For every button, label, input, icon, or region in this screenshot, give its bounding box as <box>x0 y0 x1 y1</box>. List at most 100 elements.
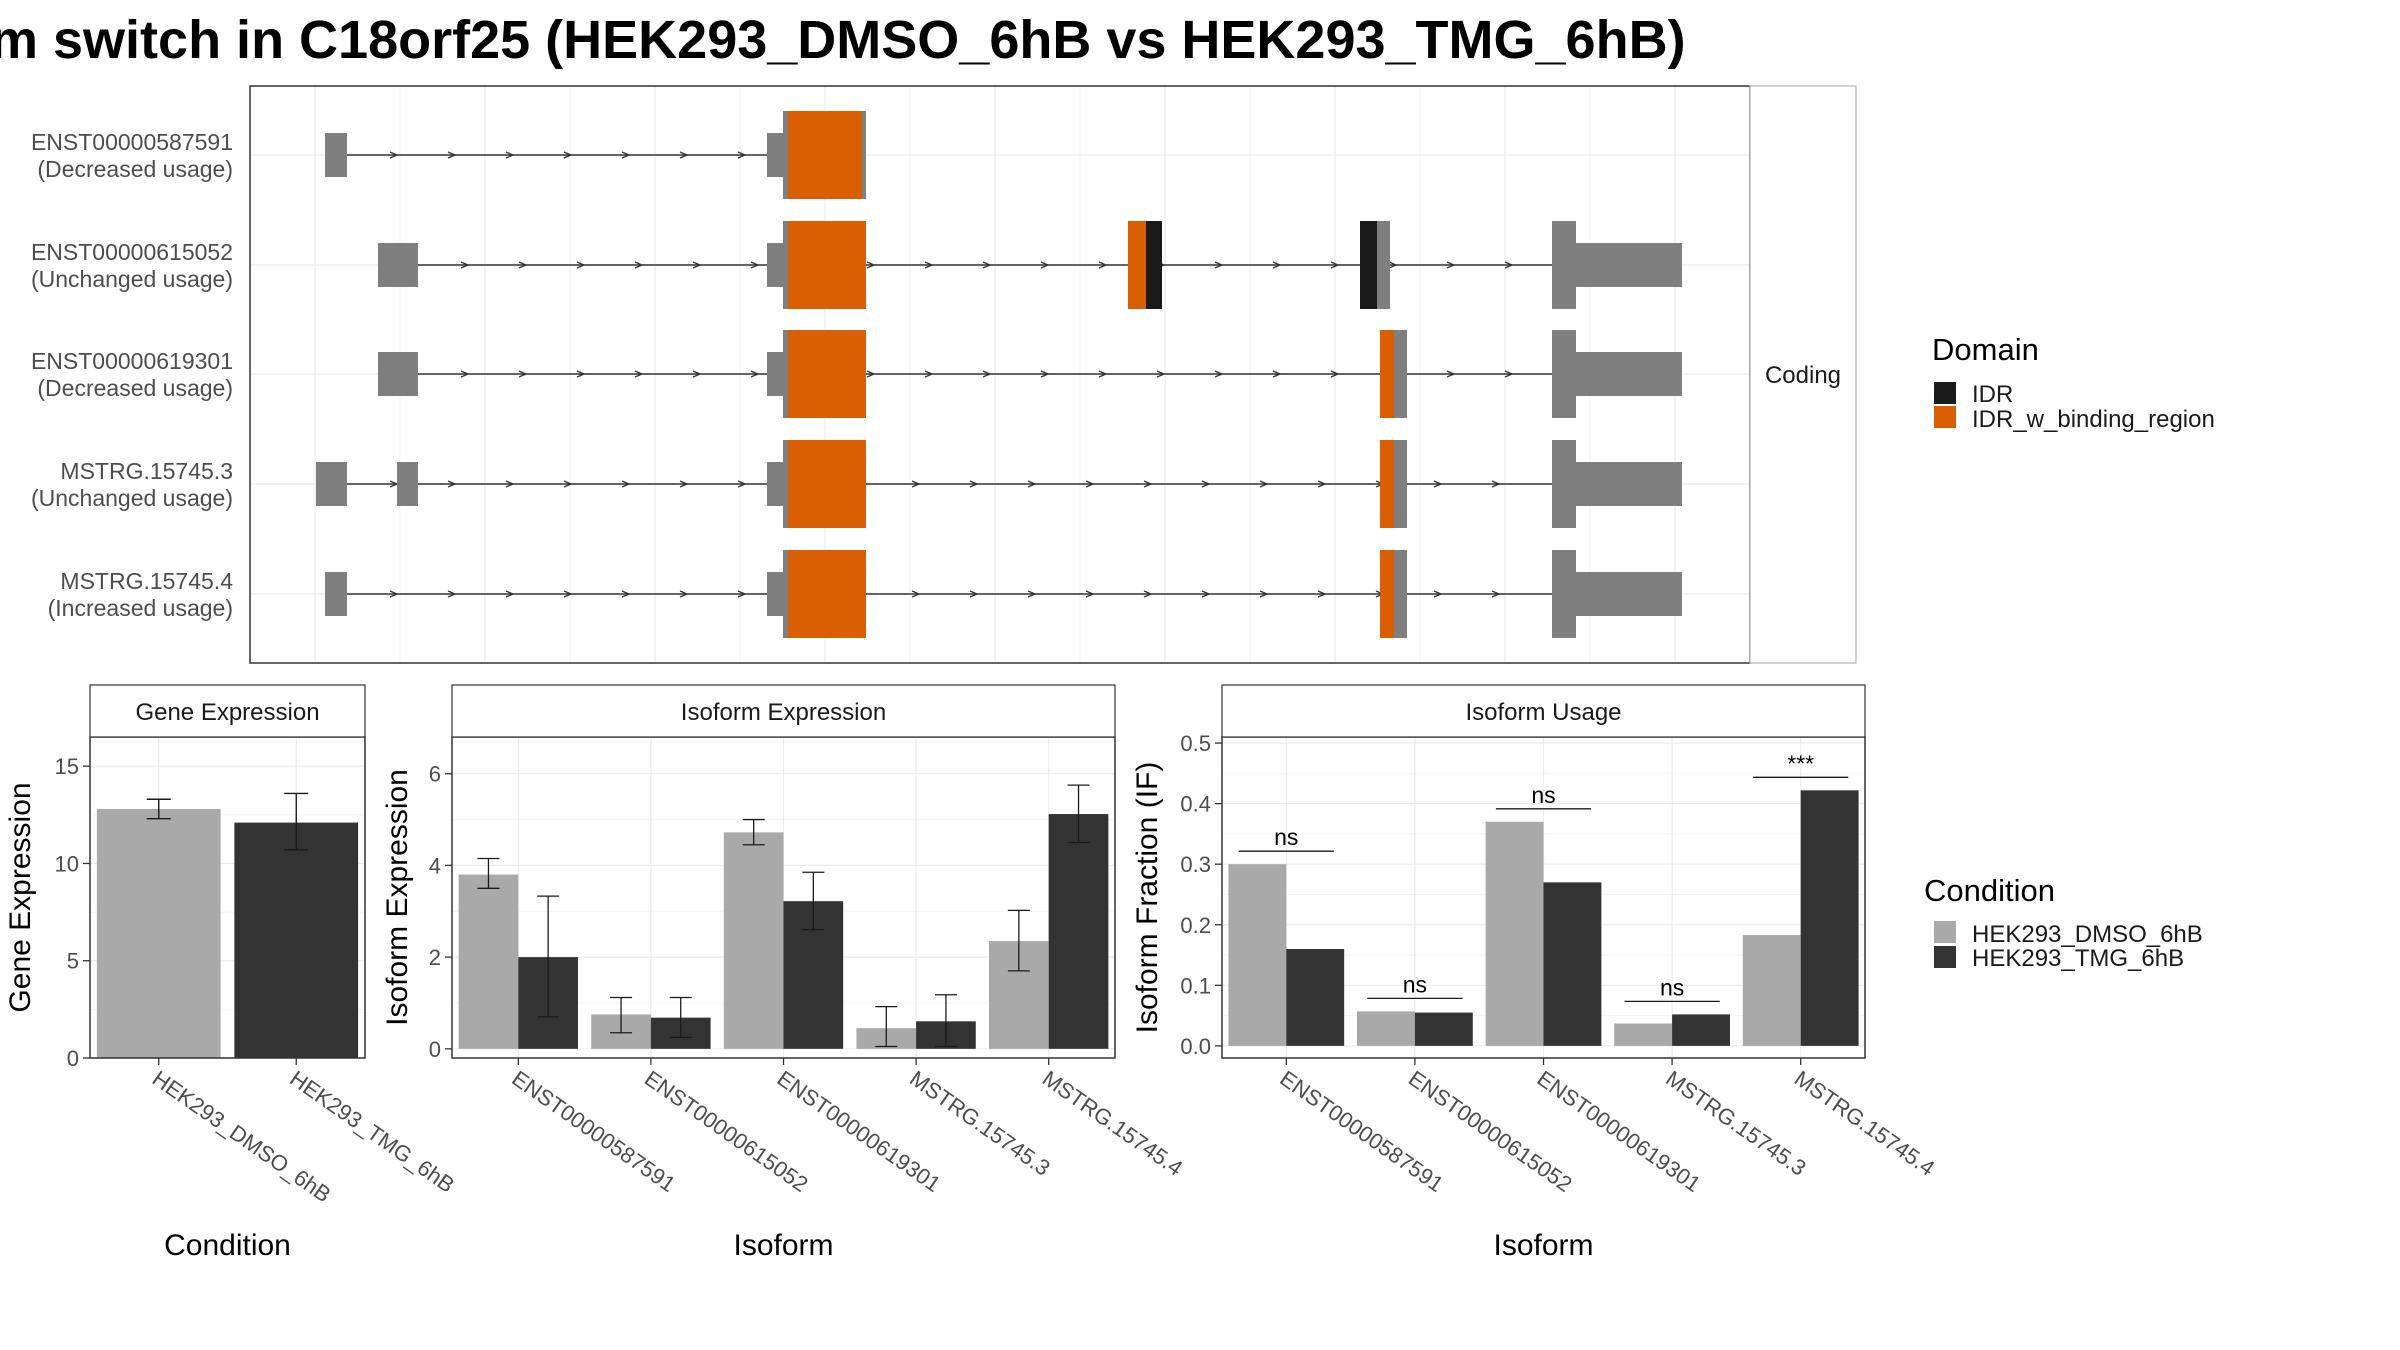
domain-idr-w-binding-region <box>788 330 866 418</box>
intron-direction-arrow <box>505 590 515 598</box>
coding-strip <box>1749 85 1857 664</box>
domain-idr-w-binding-region <box>1380 330 1394 418</box>
bar-enst00000619301-hek293-tmg-6hb <box>1543 882 1602 1046</box>
domain-idr-w-binding-region <box>1380 440 1394 528</box>
domain-legend-title: Domain <box>1932 332 2039 367</box>
intron-direction-arrow <box>1098 370 1108 378</box>
intron-direction-arrow <box>505 151 515 159</box>
legend-label-dmso: HEK293_DMSO_6hB <box>1972 921 2203 948</box>
intron-direction-arrow <box>982 370 992 378</box>
bar-enst00000587591-hek293-dmso-6hb <box>1228 864 1287 1046</box>
intron-direction-arrow <box>1446 370 1456 378</box>
intron-direction-arrow <box>692 261 702 269</box>
intron-direction-arrow <box>1027 590 1037 598</box>
y-axis-title: Isoform Fraction (IF) <box>1131 762 1164 1034</box>
transcript-track-enst00000615052 <box>378 221 1682 309</box>
y-tick-label: 2 <box>429 945 441 970</box>
condition-legend: Condition HEK293_DMSO_6hB HEK293_TMG_6hB <box>1924 873 2203 972</box>
intron-direction-arrow <box>1098 261 1108 269</box>
domain-idr-w-binding-region <box>1128 221 1146 309</box>
exon-block <box>1552 550 1576 638</box>
intron-direction-arrow <box>460 261 470 269</box>
intron-direction-arrow <box>576 261 586 269</box>
intron-direction-arrow <box>1143 480 1153 488</box>
exon-block <box>378 352 418 396</box>
intron-direction-arrow <box>866 370 876 378</box>
significance-label: ns <box>1403 971 1427 997</box>
bar-enst00000615052-hek293-tmg-6hb <box>1414 1012 1473 1046</box>
y-tick-label: 15 <box>55 754 79 779</box>
exon-block <box>767 133 783 177</box>
intron-direction-arrow <box>1433 590 1443 598</box>
bar-mstrg-15745-3-hek293-tmg-6hb <box>1672 1014 1730 1046</box>
isoform-label-enst00000619301: ENST00000619301 <box>31 348 233 374</box>
y-tick-label: 10 <box>55 851 79 876</box>
exon-block <box>767 572 783 616</box>
transcript-structure-panel: Coding ENST00000587591(Decreased usage)E… <box>31 85 1857 664</box>
intron-direction-arrow <box>1040 261 1050 269</box>
exon-block <box>325 133 347 177</box>
exon-block <box>1552 221 1576 309</box>
domain-idr <box>1360 221 1377 309</box>
intron-direction-arrow <box>518 261 528 269</box>
intron-direction-arrow <box>576 370 586 378</box>
intron-direction-arrow <box>1491 590 1501 598</box>
significance-label: ns <box>1274 824 1298 850</box>
intron-direction-arrow <box>1156 370 1166 378</box>
x-axis-title: Isoform <box>1493 1229 1593 1262</box>
bar-hek293-tmg-6hb <box>234 822 359 1058</box>
y-axis-title: Isoform Expression <box>381 769 414 1026</box>
x-tick-label-mstrg-15745-4: MSTRG.15745.4 <box>1038 1066 1188 1181</box>
domain-idr <box>1146 221 1162 309</box>
exon-block <box>783 550 788 638</box>
legend-key-tmg <box>1934 946 1956 968</box>
exon-block <box>862 111 866 199</box>
panel-strip <box>1221 684 1866 738</box>
exon-block <box>1394 440 1407 528</box>
intron-direction-arrow <box>911 480 921 488</box>
intron-direction-arrow <box>1433 480 1443 488</box>
isoform-label-enst00000587591: ENST00000587591 <box>31 129 233 155</box>
intron-direction-arrow <box>679 480 689 488</box>
intron-direction-arrow <box>1388 261 1398 269</box>
exon-block <box>1576 572 1682 616</box>
exon-block <box>1377 221 1390 309</box>
legend-label-idr-w-binding-region: IDR_w_binding_region <box>1972 406 2215 433</box>
y-tick-label: 5 <box>67 949 79 974</box>
intron-direction-arrow <box>1214 261 1224 269</box>
intron-direction-arrow <box>1330 370 1340 378</box>
intron-direction-arrow <box>969 590 979 598</box>
intron-direction-arrow <box>1143 590 1153 598</box>
bar-hek293-dmso-6hb <box>96 808 221 1058</box>
panel-strip-label: Gene Expression <box>135 699 319 726</box>
intron-direction-arrow <box>563 151 573 159</box>
y-tick-label: 0.2 <box>1180 913 1211 938</box>
x-axis-title: Isoform <box>733 1229 833 1262</box>
panel-strip <box>89 684 366 738</box>
intron-direction-arrow <box>982 261 992 269</box>
domain-idr-w-binding-region <box>788 111 862 199</box>
isoform-label-mstrg-15745-3: MSTRG.15745.3 <box>60 458 233 484</box>
bar-mstrg-15745-4-hek293-tmg-6hb <box>1800 790 1859 1046</box>
transcript-track-enst00000619301 <box>378 330 1682 418</box>
significance-label: ns <box>1660 974 1684 1000</box>
bar-enst00000587591-hek293-dmso-6hb <box>458 874 519 1049</box>
intron-direction-arrow <box>1040 370 1050 378</box>
exon-block <box>767 462 783 506</box>
isoform-usage-label-mstrg-15745-3: (Unchanged usage) <box>31 485 233 511</box>
intron-direction-arrow <box>1085 590 1095 598</box>
intron-direction-arrow <box>1317 590 1327 598</box>
intron-direction-arrow <box>969 480 979 488</box>
domain-legend: Domain IDR IDR_w_binding_region <box>1932 332 2215 433</box>
intron-direction-arrow <box>1201 480 1211 488</box>
exon-block <box>1576 243 1682 287</box>
isoform-label-mstrg-15745-4: MSTRG.15745.4 <box>60 568 233 594</box>
bar-enst00000619301-hek293-dmso-6hb <box>723 832 784 1049</box>
exon-block <box>1576 462 1682 506</box>
intron-direction-arrow <box>518 370 528 378</box>
intron-direction-arrow <box>621 151 631 159</box>
exon-block <box>767 243 783 287</box>
intron-direction-arrow <box>1330 261 1340 269</box>
transcript-track-mstrg-15745-3 <box>316 440 1682 528</box>
